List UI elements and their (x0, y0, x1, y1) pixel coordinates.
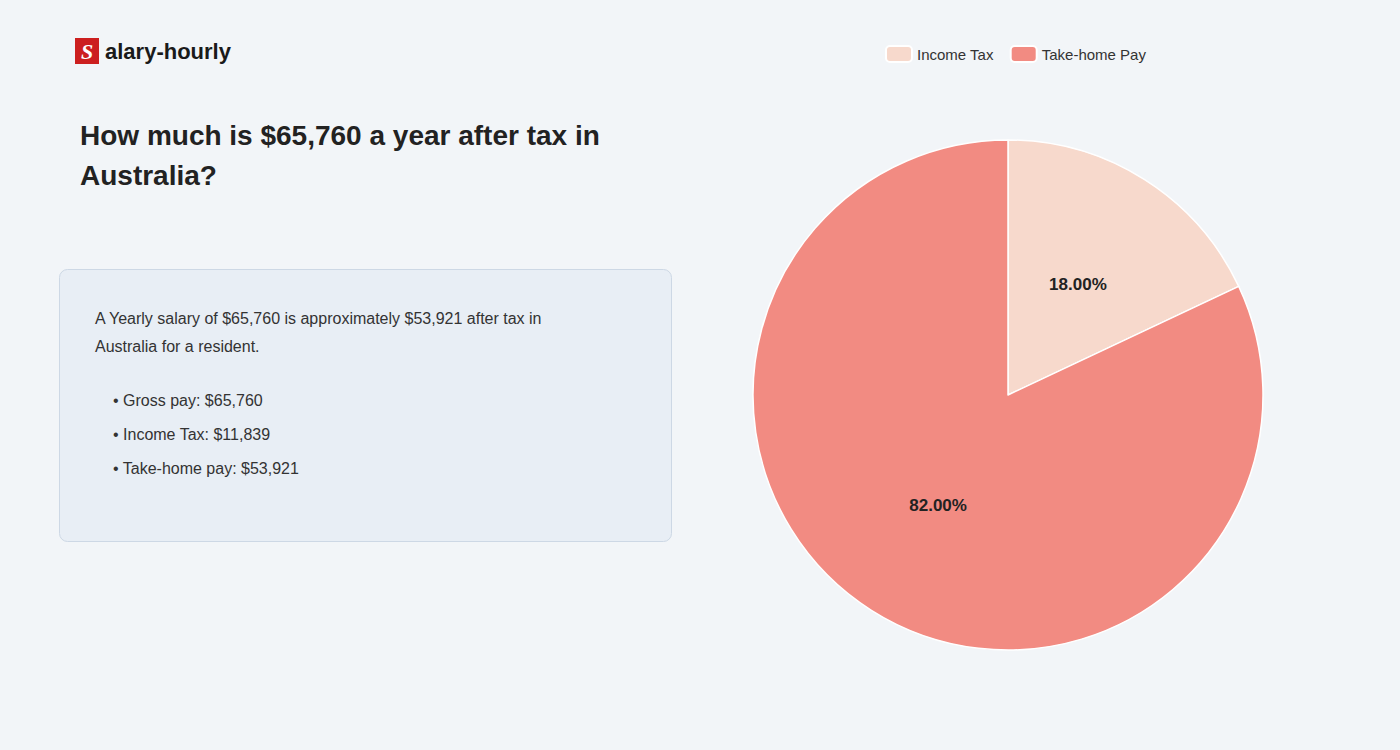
svg-text:• Income Tax: $11,839: • Income Tax: $11,839 (113, 426, 270, 443)
svg-text:• Gross pay: $65,760: • Gross pay: $65,760 (113, 392, 263, 409)
svg-text:Australia?: Australia? (80, 160, 217, 191)
svg-text:18.00%: 18.00% (1049, 275, 1107, 294)
svg-text:Income Tax: Income Tax (917, 46, 994, 63)
svg-text:Take-home Pay: Take-home Pay (1042, 46, 1147, 63)
svg-text:82.00%: 82.00% (909, 496, 967, 515)
svg-text:Australia for a resident.: Australia for a resident. (95, 338, 260, 355)
svg-text:S: S (81, 39, 93, 64)
svg-text:alary-hourly: alary-hourly (105, 39, 232, 64)
svg-text:How much is $65,760 a year aft: How much is $65,760 a year after tax in (80, 120, 600, 151)
svg-text:A Yearly salary of $65,760 is: A Yearly salary of $65,760 is approximat… (95, 310, 542, 327)
svg-text:• Take-home pay: $53,921: • Take-home pay: $53,921 (113, 460, 299, 477)
